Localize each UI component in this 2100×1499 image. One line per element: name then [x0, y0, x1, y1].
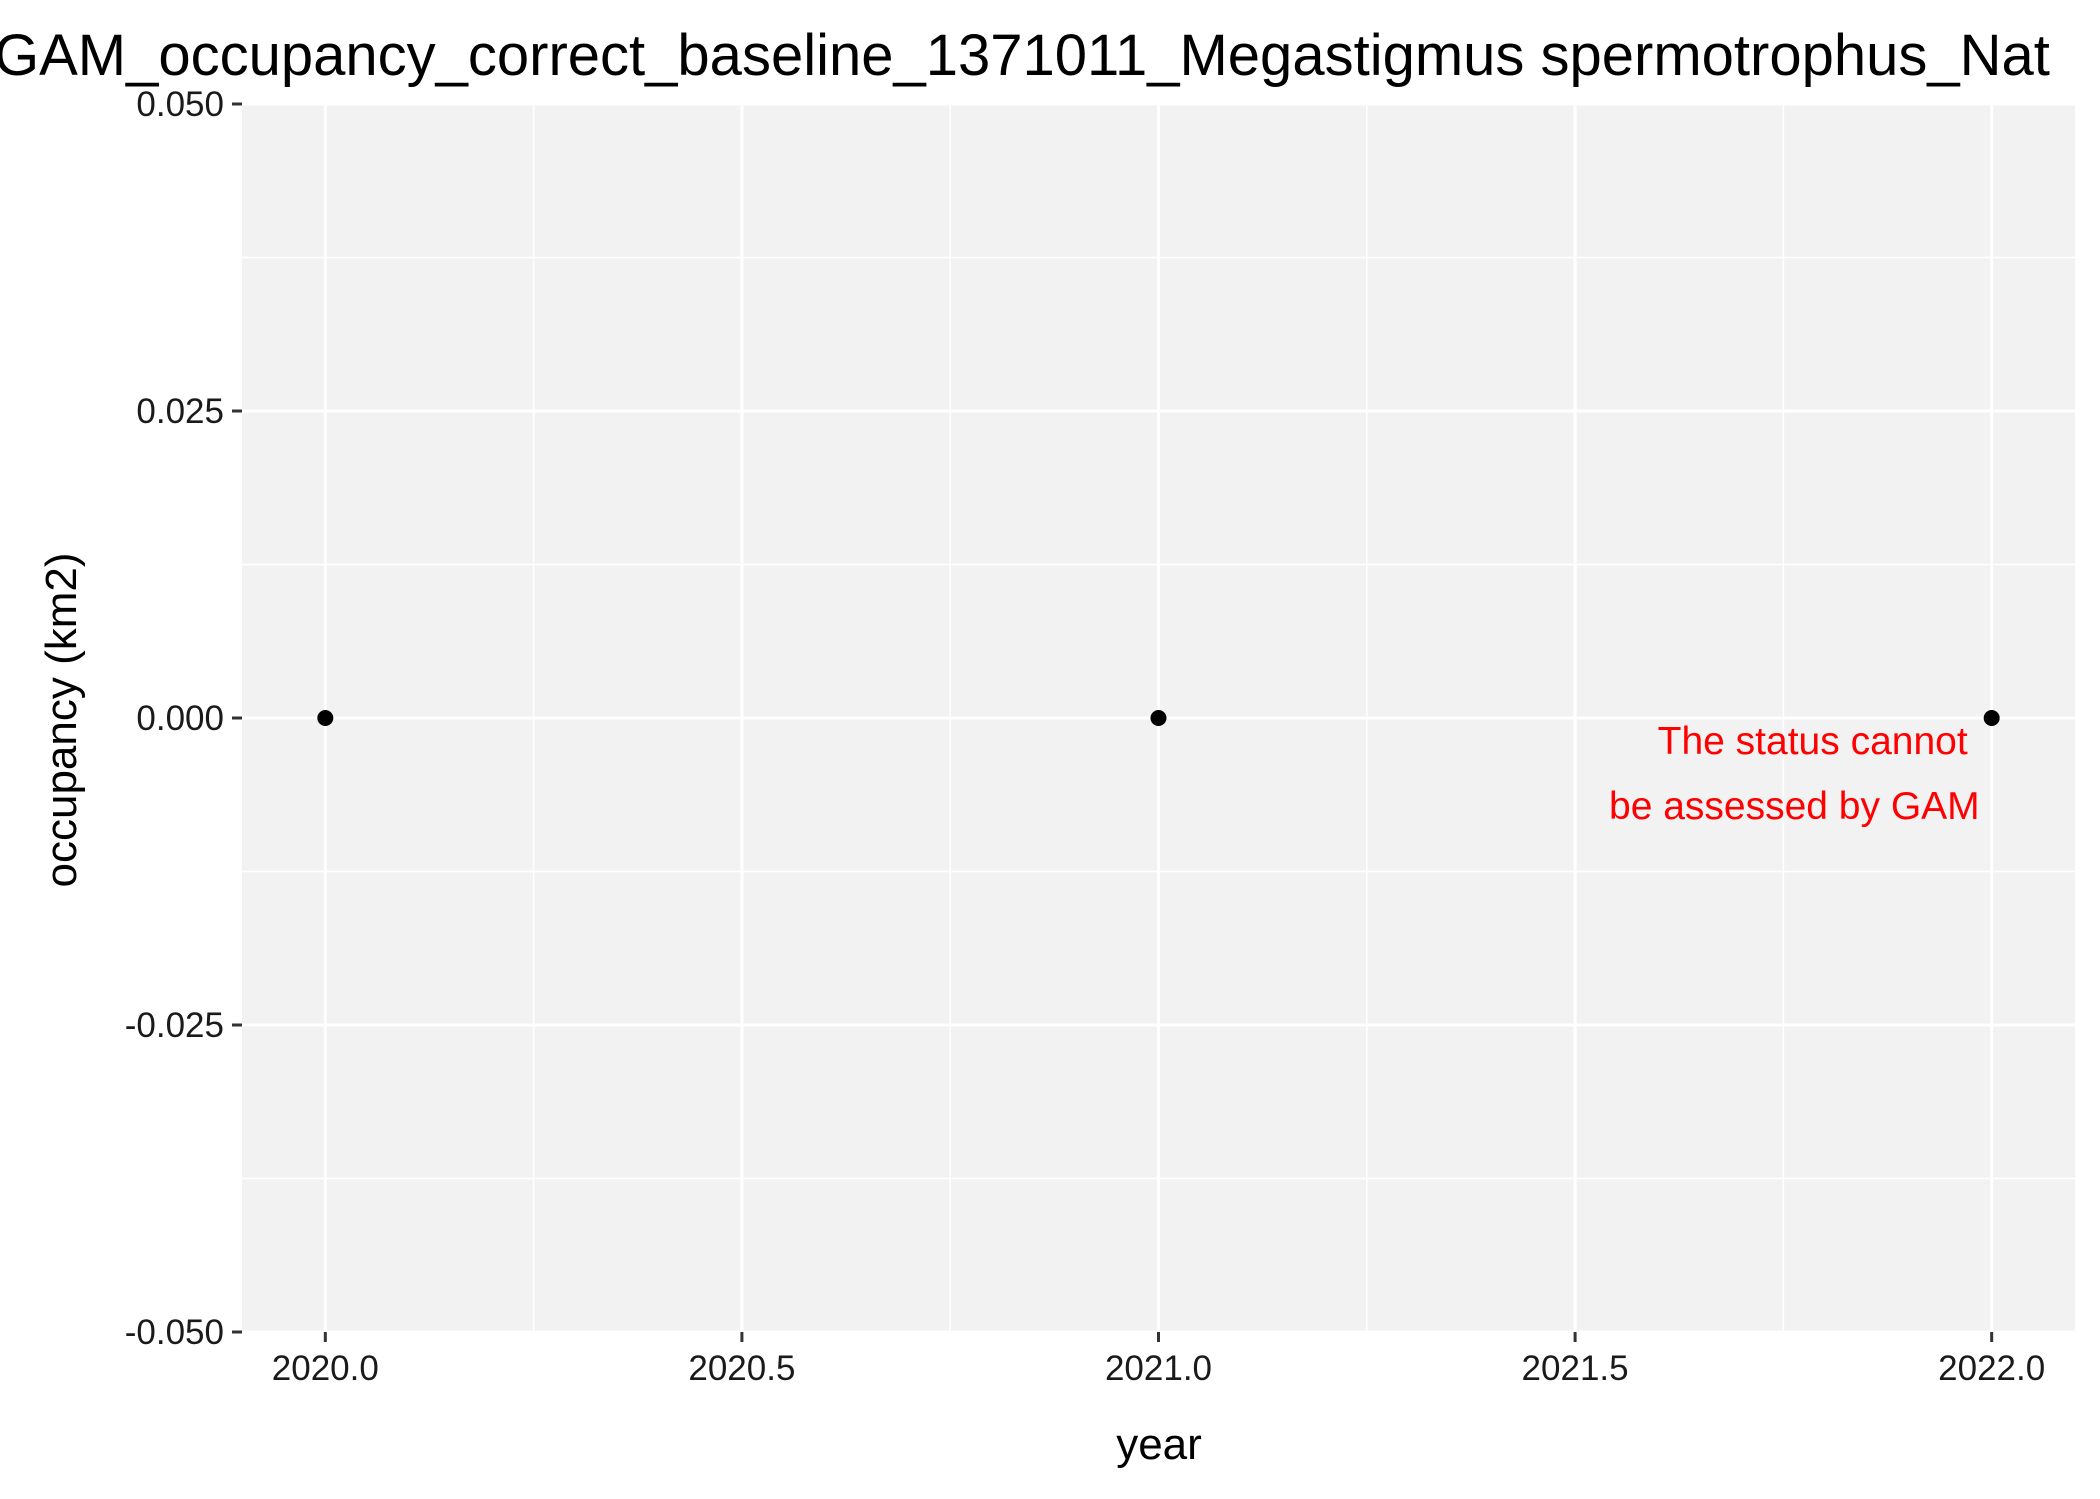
- y-tick-label: -0.025: [125, 1006, 224, 1045]
- data-point: [1150, 710, 1167, 726]
- x-tick-label: 2022.0: [1938, 1349, 2045, 1388]
- y-axis: -0.050 -0.025 0.000 0.025 0.050: [125, 85, 242, 1352]
- x-tick-label: 2021.0: [1105, 1349, 1212, 1388]
- x-tick-label: 2020.0: [272, 1349, 379, 1388]
- annotation: The status cannot be assessed by GAM: [1609, 720, 1980, 828]
- x-tick-label: 2020.5: [688, 1349, 795, 1388]
- x-tick-label: 2021.5: [1522, 1349, 1629, 1388]
- y-tick-label: 0.050: [136, 85, 224, 124]
- y-tick-label: 0.025: [136, 392, 224, 431]
- x-axis: 2020.0 2020.5 2021.0 2021.5 2022.0: [272, 1332, 2045, 1388]
- chart-title: GAM_occupancy_correct_baseline_1371011_M…: [0, 23, 2050, 88]
- data-point: [1983, 710, 2000, 726]
- y-tick-label: 0.000: [136, 699, 224, 738]
- annotation-line: The status cannot: [1658, 720, 1968, 763]
- annotation-line: be assessed by GAM: [1609, 785, 1980, 828]
- y-axis-title: occupancy (km2): [37, 552, 86, 887]
- data-point: [317, 710, 334, 726]
- data-points: [317, 710, 2000, 726]
- x-axis-title: year: [1116, 1420, 1202, 1469]
- y-tick-label: -0.050: [125, 1313, 224, 1352]
